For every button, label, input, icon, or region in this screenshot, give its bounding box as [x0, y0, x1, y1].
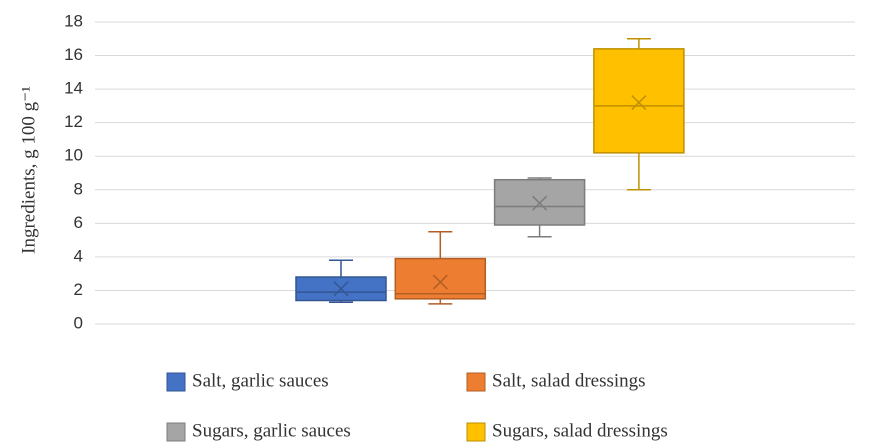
legend-label: Sugars, garlic sauces	[192, 420, 351, 441]
legend-swatch	[166, 422, 186, 442]
legend-label: Sugars, salad dressings	[492, 420, 668, 441]
legend-label: Salt, salad dressings	[492, 370, 646, 391]
box	[593, 48, 685, 154]
legend-swatch	[466, 422, 486, 442]
y-tick-label: 12	[64, 112, 83, 131]
legend-label: Salt, garlic sauces	[192, 370, 329, 391]
y-tick-label: 18	[64, 11, 83, 30]
mean-marker	[432, 274, 448, 290]
mean-marker	[532, 195, 548, 211]
y-tick-label: 8	[74, 179, 83, 198]
mean-marker	[631, 95, 647, 111]
y-tick-label: 6	[74, 213, 83, 232]
y-tick-label: 10	[64, 146, 83, 165]
y-axis-label: Ingredients, g 100 g⁻¹	[18, 86, 39, 254]
y-tick-label: 14	[64, 79, 83, 98]
legend-swatch	[466, 372, 486, 392]
y-tick-label: 16	[64, 45, 83, 64]
mean-marker	[333, 281, 349, 297]
y-tick-label: 2	[74, 280, 83, 299]
legend-swatch	[166, 372, 186, 392]
box	[394, 257, 487, 300]
y-tick-label: 4	[74, 246, 83, 265]
y-tick-label: 0	[74, 313, 83, 332]
